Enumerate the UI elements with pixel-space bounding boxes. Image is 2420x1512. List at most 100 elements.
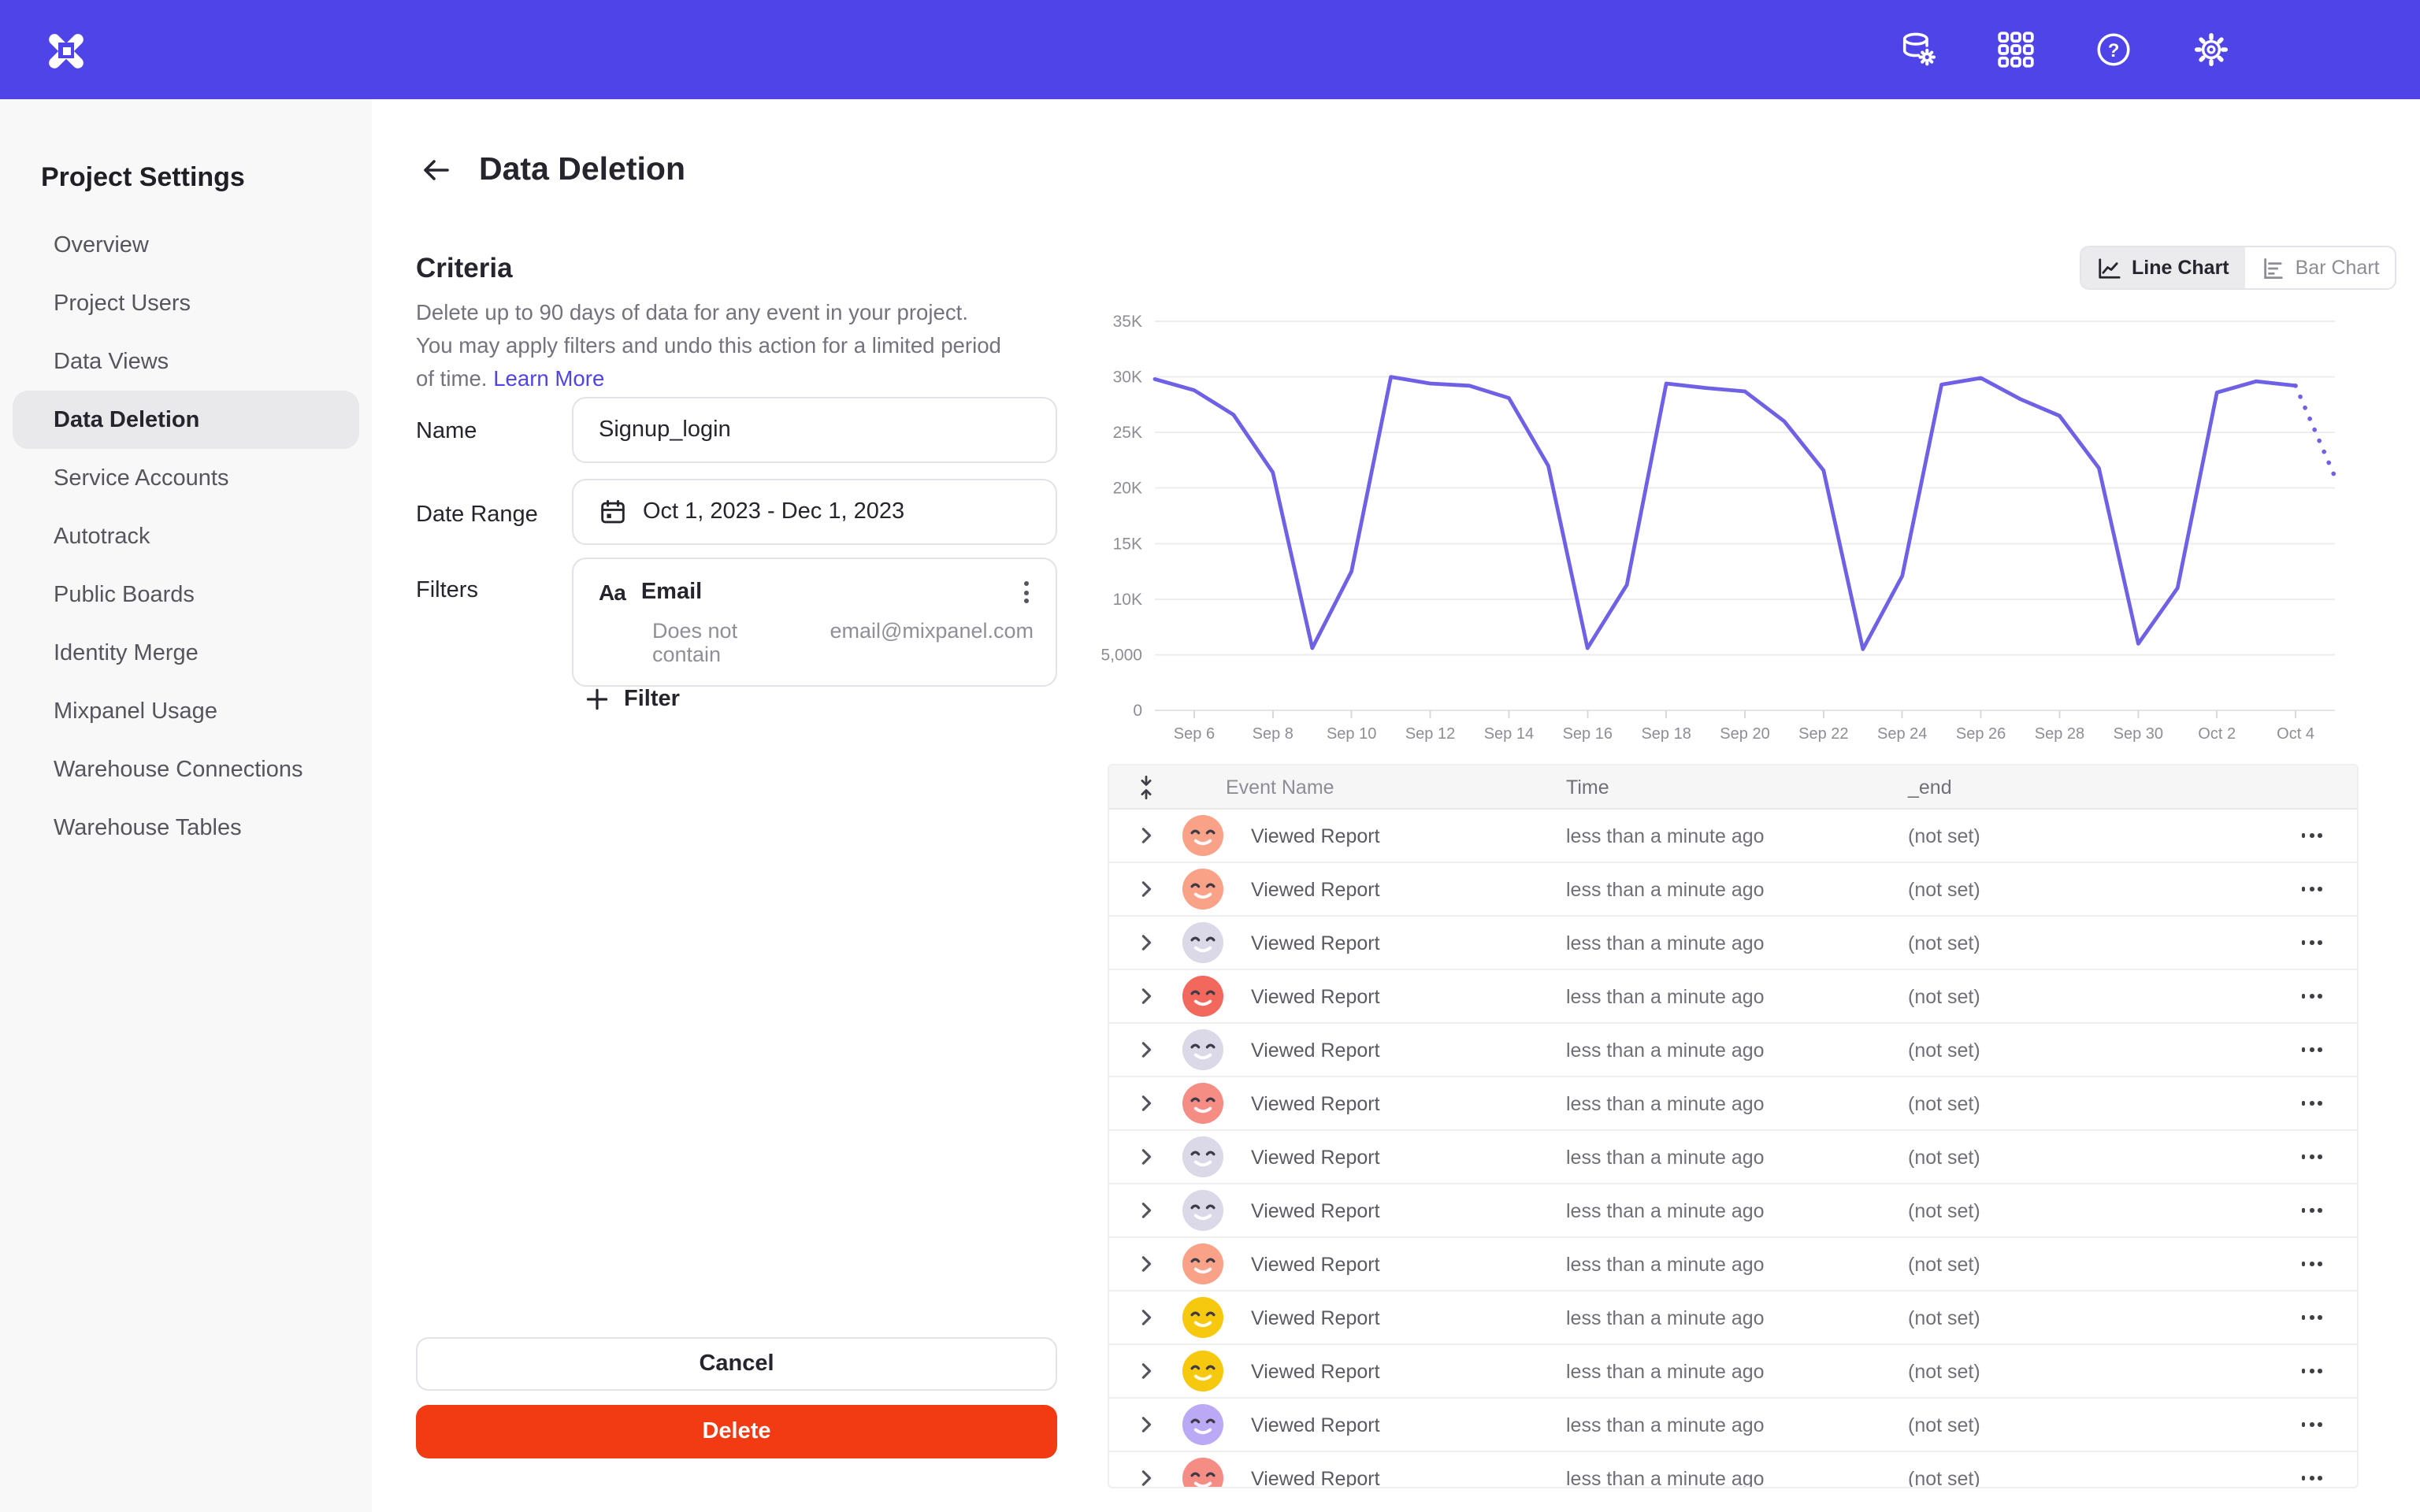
sidebar-item-public-boards[interactable]: Public Boards	[54, 582, 195, 607]
sidebar-nav: Overview Project Users Data Views Data Dele…	[0, 216, 372, 857]
row-menu-icon[interactable]	[2301, 1255, 2322, 1273]
table-row[interactable]: Viewed Report less than a minute ago (no…	[1109, 1024, 2357, 1077]
row-expand-chevron-icon[interactable]	[1109, 988, 1182, 1005]
row-expand-chevron-icon[interactable]	[1109, 1148, 1182, 1166]
row-expand-chevron-icon[interactable]	[1109, 880, 1182, 898]
table-row[interactable]: Viewed Report less than a minute ago (no…	[1109, 917, 2357, 970]
row-expand-chevron-icon[interactable]	[1109, 1416, 1182, 1433]
name-input[interactable]: Signup_login	[572, 397, 1057, 463]
apps-grid-icon[interactable]	[1995, 29, 2036, 70]
row-menu-icon[interactable]	[2301, 1202, 2322, 1219]
row-expand-chevron-icon[interactable]	[1109, 1362, 1182, 1380]
row-expand-chevron-icon[interactable]	[1109, 934, 1182, 951]
bar-chart-toggle[interactable]: Bar Chart	[2245, 247, 2396, 288]
cell-event-name: Viewed Report	[1251, 1467, 1380, 1488]
cell-time: less than a minute ago	[1566, 1414, 1765, 1436]
user-avatar	[1182, 1457, 1224, 1487]
cell-end: (not set)	[1908, 932, 1980, 954]
cell-event-name: Viewed Report	[1251, 1146, 1380, 1168]
filter-menu-kebab-icon[interactable]	[1019, 576, 1034, 608]
table-row[interactable]: Viewed Report less than a minute ago (no…	[1109, 1077, 2357, 1131]
sidebar-item-warehouse-tables[interactable]: Warehouse Tables	[54, 815, 242, 840]
row-menu-icon[interactable]	[2301, 1416, 2322, 1433]
column-header-end[interactable]: _end	[1908, 776, 1952, 798]
row-menu-icon[interactable]	[2301, 1469, 2322, 1487]
svg-text:Sep 26: Sep 26	[1956, 725, 2006, 743]
table-row[interactable]: Viewed Report less than a minute ago (no…	[1109, 1292, 2357, 1345]
cell-event-name: Viewed Report	[1251, 1092, 1380, 1114]
table-row[interactable]: Viewed Report less than a minute ago (no…	[1109, 1399, 2357, 1452]
filter-operator[interactable]: Does not contain	[652, 619, 738, 666]
row-menu-icon[interactable]	[2301, 988, 2322, 1005]
cell-event-name: Viewed Report	[1251, 1414, 1380, 1436]
help-icon[interactable]: ?	[2092, 29, 2133, 70]
svg-text:Oct 4: Oct 4	[2277, 725, 2314, 743]
row-menu-icon[interactable]	[2301, 934, 2322, 951]
row-expand-chevron-icon[interactable]	[1109, 1041, 1182, 1058]
back-arrow-button[interactable]	[419, 153, 454, 187]
data-management-icon[interactable]	[1897, 29, 1938, 70]
row-menu-icon[interactable]	[2301, 1148, 2322, 1166]
row-expand-chevron-icon[interactable]	[1109, 1309, 1182, 1326]
sidebar-item-warehouse-connections[interactable]: Warehouse Connections	[54, 757, 303, 782]
filter-card[interactable]: Aa Email Does not contain email@mixpanel…	[572, 558, 1057, 687]
collapse-sort-icon[interactable]	[1109, 774, 1182, 799]
cell-event-name: Viewed Report	[1251, 878, 1380, 900]
table-row[interactable]: Viewed Report less than a minute ago (no…	[1109, 1345, 2357, 1399]
row-menu-icon[interactable]	[2301, 1362, 2322, 1380]
settings-gear-icon[interactable]	[2190, 29, 2231, 70]
delete-button[interactable]: Delete	[416, 1405, 1057, 1458]
row-menu-icon[interactable]	[2301, 827, 2322, 844]
sidebar-item-mixpanel-usage[interactable]: Mixpanel Usage	[54, 699, 217, 724]
table-row[interactable]: Viewed Report less than a minute ago (no…	[1109, 970, 2357, 1024]
row-expand-chevron-icon[interactable]	[1109, 1469, 1182, 1487]
cancel-button[interactable]: Cancel	[416, 1337, 1057, 1391]
filter-value[interactable]: email@mixpanel.com	[830, 619, 1034, 643]
line-chart-toggle[interactable]: Line Chart	[2081, 247, 2245, 288]
row-expand-chevron-icon[interactable]	[1109, 1255, 1182, 1273]
svg-text:10K: 10K	[1113, 591, 1142, 609]
cell-time: less than a minute ago	[1566, 1146, 1765, 1168]
table-row[interactable]: Viewed Report less than a minute ago (no…	[1109, 1238, 2357, 1292]
table-row[interactable]: Viewed Report less than a minute ago (no…	[1109, 1131, 2357, 1184]
sidebar-item-autotrack[interactable]: Autotrack	[54, 524, 150, 549]
sidebar-item-project-users[interactable]: Project Users	[54, 291, 191, 316]
cell-end: (not set)	[1908, 1360, 1980, 1382]
column-header-event-name[interactable]: Event Name	[1226, 776, 1334, 798]
row-menu-icon[interactable]	[2301, 1095, 2322, 1112]
criteria-description: Delete up to 90 days of data for any eve…	[416, 301, 1001, 391]
sidebar-item-data-views[interactable]: Data Views	[54, 349, 169, 374]
cell-time: less than a minute ago	[1566, 1360, 1765, 1382]
table-row[interactable]: Viewed Report less than a minute ago (no…	[1109, 1184, 2357, 1238]
user-avatar	[1182, 1403, 1224, 1446]
sidebar-item-identity-merge[interactable]: Identity Merge	[54, 640, 199, 665]
cell-event-name: Viewed Report	[1251, 1360, 1380, 1382]
table-row[interactable]: Viewed Report less than a minute ago (no…	[1109, 1452, 2357, 1488]
row-menu-icon[interactable]	[2301, 1041, 2322, 1058]
user-avatar	[1182, 921, 1224, 964]
svg-text:35K: 35K	[1113, 313, 1142, 331]
calendar-icon	[599, 498, 627, 526]
row-expand-chevron-icon[interactable]	[1109, 1202, 1182, 1219]
svg-text:Sep 10: Sep 10	[1327, 725, 1376, 743]
date-range-input[interactable]: Oct 1, 2023 - Dec 1, 2023	[572, 479, 1057, 545]
sidebar-item-service-accounts[interactable]: Service Accounts	[54, 465, 229, 491]
mixpanel-logo[interactable]	[46, 31, 86, 70]
row-expand-chevron-icon[interactable]	[1109, 827, 1182, 844]
user-avatar	[1182, 868, 1224, 910]
cell-event-name: Viewed Report	[1251, 1253, 1380, 1275]
table-row[interactable]: Viewed Report less than a minute ago (no…	[1109, 863, 2357, 917]
add-filter-button[interactable]: Filter	[586, 687, 680, 712]
cell-time: less than a minute ago	[1566, 878, 1765, 900]
table-row[interactable]: Viewed Report less than a minute ago (no…	[1109, 810, 2357, 863]
cell-end: (not set)	[1908, 1039, 1980, 1061]
row-menu-icon[interactable]	[2301, 880, 2322, 898]
svg-text:0: 0	[1133, 702, 1142, 720]
row-expand-chevron-icon[interactable]	[1109, 1095, 1182, 1112]
learn-more-link[interactable]: Learn More	[493, 366, 605, 391]
sidebar-item-data-deletion[interactable]: Data Deletion	[13, 391, 359, 449]
sidebar-item-overview[interactable]: Overview	[54, 232, 149, 258]
column-header-time[interactable]: Time	[1566, 776, 1609, 798]
row-menu-icon[interactable]	[2301, 1309, 2322, 1326]
